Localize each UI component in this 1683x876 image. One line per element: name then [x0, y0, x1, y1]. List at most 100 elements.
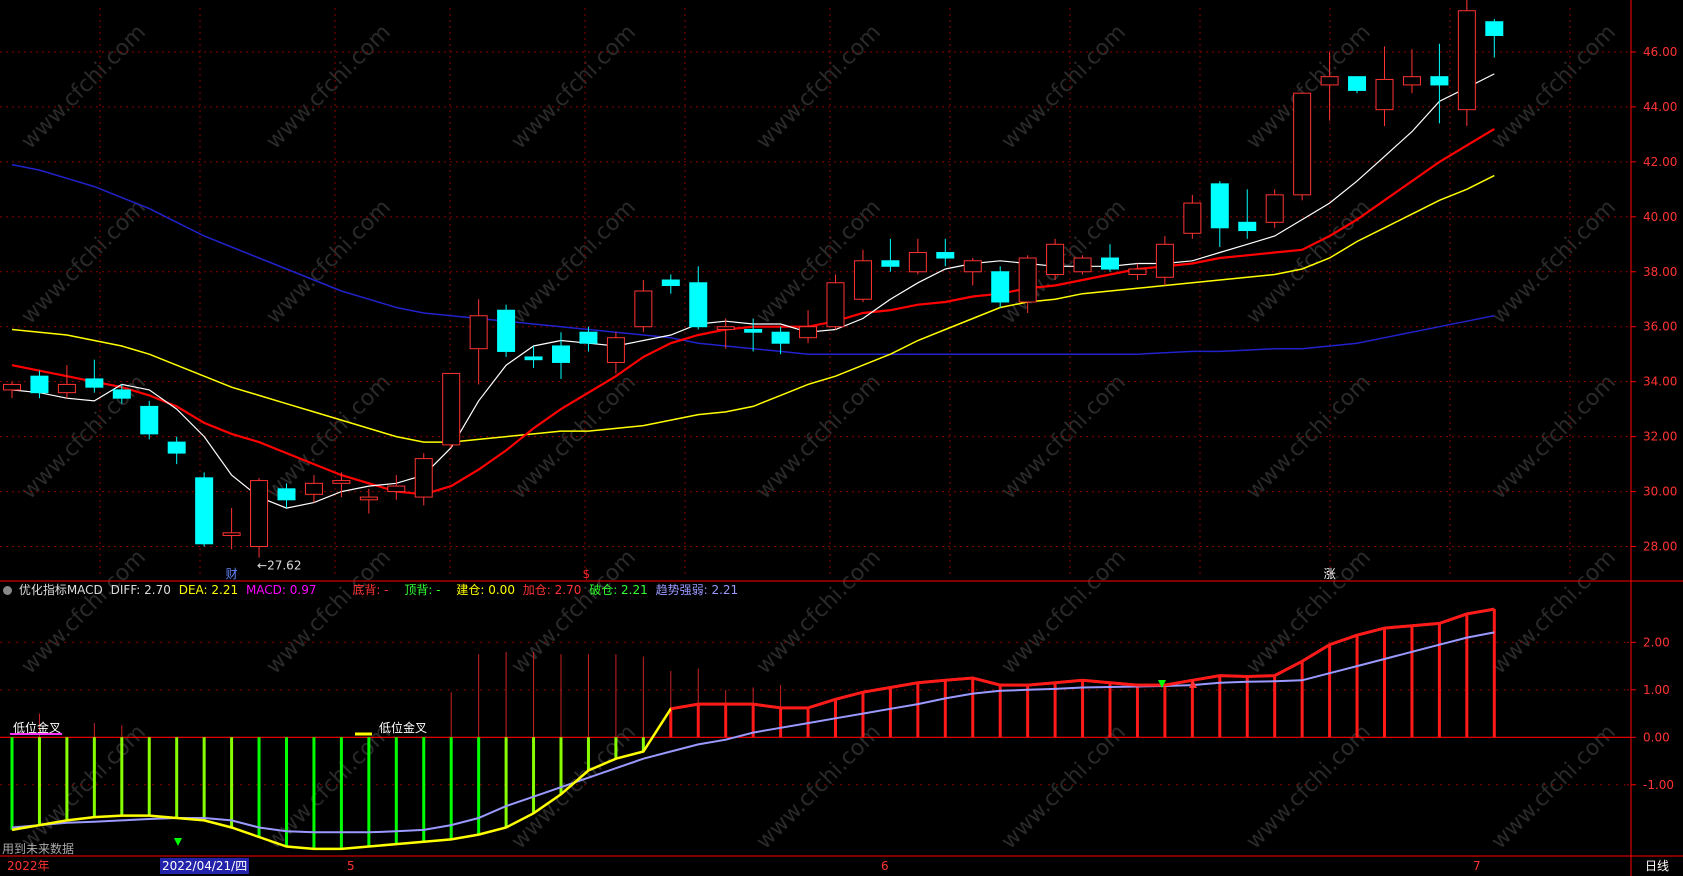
watermark-text: www.cfchi.com [17, 195, 151, 329]
candle-body[interactable] [1457, 10, 1476, 111]
candle-body[interactable] [826, 282, 845, 328]
high-price-label: 47.98 [1477, 0, 1511, 3]
watermark-text: www.cfchi.com [507, 720, 641, 854]
watermark-text: www.cfchi.com [997, 720, 1131, 854]
candle-body[interactable] [497, 309, 516, 352]
watermark-text: www.cfchi.com [262, 20, 396, 154]
candle-body[interactable] [1018, 257, 1037, 303]
candle-body[interactable] [634, 290, 653, 328]
candle-body[interactable] [1183, 202, 1202, 234]
candle-body[interactable] [332, 480, 351, 484]
bottom-divergence: 底背: - [352, 583, 389, 597]
watermark-text: www.cfchi.com [1487, 545, 1621, 679]
watermark-text: www.cfchi.com [17, 545, 151, 679]
indicator-header: 优化指标MACD DIFF: 2.70 DEA: 2.21 MACD: 0.97… [0, 581, 1620, 599]
macd-tick-label: 2.00 [1643, 635, 1670, 649]
sell-arrow-icon [174, 838, 182, 846]
candle-body[interactable] [414, 458, 433, 498]
candle-body[interactable] [85, 378, 104, 388]
candle-body[interactable] [57, 383, 76, 394]
watermark-text: www.cfchi.com [507, 20, 641, 154]
candle-body[interactable] [1155, 243, 1174, 278]
macd-top-line [670, 607, 1495, 711]
month-5-label: 5 [347, 859, 355, 873]
candle-body[interactable] [799, 326, 818, 339]
candle-body[interactable] [771, 331, 790, 344]
candle-body[interactable] [936, 252, 955, 259]
candle-body[interactable] [222, 532, 241, 537]
candle-body[interactable] [606, 337, 625, 363]
event-marker: 涨 [1324, 566, 1336, 581]
watermark-text: www.cfchi.com [507, 195, 641, 329]
watermark-text: www.cfchi.com [1487, 20, 1621, 154]
candle-body[interactable] [195, 477, 214, 545]
candle-body[interactable] [661, 279, 680, 287]
candle-body[interactable] [524, 356, 543, 361]
price-tick-label: 34.00 [1643, 375, 1677, 389]
candle-body[interactable] [1073, 257, 1092, 273]
candle-body[interactable] [1320, 76, 1339, 86]
indicator-name[interactable]: 优化指标MACD [18, 583, 103, 597]
candle-body[interactable] [442, 372, 461, 446]
candle-body[interactable] [963, 260, 982, 273]
macd-grid [0, 641, 1631, 786]
candle-body[interactable] [30, 375, 49, 394]
candle-body[interactable] [853, 260, 872, 300]
price-tick-label: 44.00 [1643, 100, 1677, 114]
candle-body[interactable] [469, 315, 488, 350]
low-price-label: ←27.62 [257, 559, 301, 573]
candle-body[interactable] [1293, 92, 1312, 196]
candle-body[interactable] [304, 482, 323, 495]
candle-body[interactable] [1430, 76, 1449, 86]
candle-body[interactable] [1348, 76, 1367, 91]
candle-body[interactable] [1101, 257, 1119, 270]
candle-body[interactable] [1265, 194, 1284, 223]
candle-body[interactable] [1402, 76, 1421, 86]
month-6-label: 6 [881, 859, 889, 873]
indicator-toggle-icon[interactable] [3, 586, 12, 595]
watermark-text: www.cfchi.com [17, 20, 151, 154]
selected-date[interactable]: 2022/04/21/四 [160, 858, 250, 874]
candlesticks[interactable] [3, 0, 1504, 558]
watermark-text: www.cfchi.com [262, 370, 396, 504]
candle-body[interactable] [908, 252, 927, 273]
trend-strength: 趋势强弱: 2.21 [655, 583, 739, 597]
year-label: 2022年 [7, 859, 50, 873]
candle-body[interactable] [744, 328, 763, 333]
watermark-text: www.cfchi.com [997, 545, 1131, 679]
candle-body[interactable] [112, 389, 131, 399]
candle-body[interactable] [359, 496, 378, 501]
event-marker: 财 [226, 567, 238, 581]
candle-body[interactable] [3, 383, 21, 391]
candle-body[interactable] [689, 282, 708, 328]
candle-body[interactable] [1046, 243, 1065, 276]
top-divergence: 顶背: - [404, 583, 441, 597]
candle-body[interactable] [579, 331, 598, 344]
candle-body[interactable] [716, 326, 735, 330]
candle-body[interactable] [140, 405, 159, 435]
candle-body[interactable] [277, 488, 296, 501]
candle-body[interactable] [552, 345, 570, 363]
candle-body[interactable] [1375, 78, 1394, 111]
candle-body[interactable] [1128, 268, 1147, 276]
watermark-text: www.cfchi.com [262, 195, 396, 329]
candle-body[interactable] [250, 480, 269, 548]
price-tick-label: 38.00 [1643, 265, 1677, 279]
watermark-text: www.cfchi.com [507, 370, 641, 504]
candle-body[interactable] [881, 260, 900, 267]
price-extremes: 47.98 ←27.62 [257, 0, 1511, 573]
price-tick-label: 30.00 [1643, 485, 1677, 499]
candle-body[interactable] [1210, 183, 1229, 229]
candle-body[interactable] [1485, 21, 1504, 36]
candle-body[interactable] [991, 271, 1010, 303]
diff-line [11, 631, 1495, 834]
macd-tick-label: 0.00 [1643, 730, 1670, 744]
candle-body[interactable] [167, 441, 186, 454]
period-label[interactable]: 日线 [1645, 859, 1670, 873]
candle-body[interactable] [387, 485, 406, 493]
candle-body[interactable] [1238, 221, 1257, 232]
event-markers: 财 $ 涨 [226, 566, 1336, 581]
price-tick-label: 42.00 [1643, 155, 1677, 169]
